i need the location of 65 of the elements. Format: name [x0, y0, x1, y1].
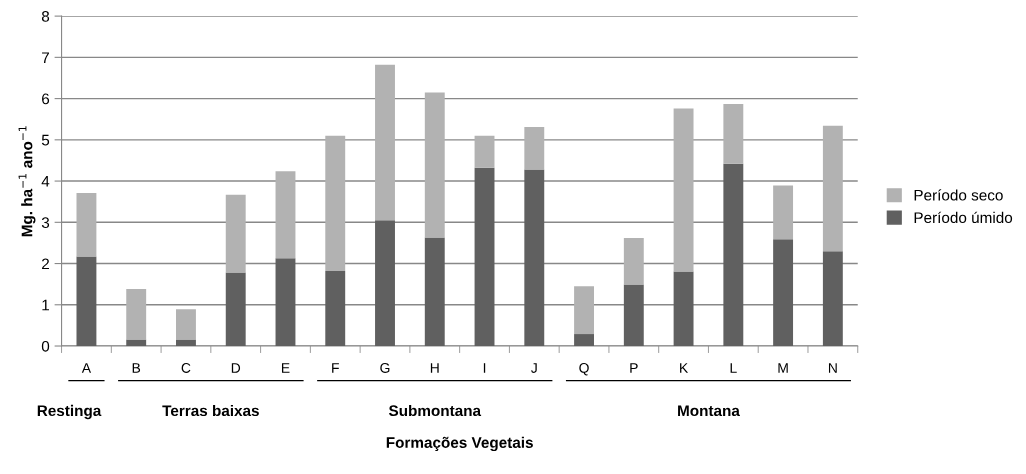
bar	[673, 271, 694, 347]
bar	[275, 258, 296, 347]
bar	[424, 92, 445, 238]
bar	[574, 286, 594, 335]
x-tick-label: A	[81, 363, 92, 373]
x-tick-label: E	[281, 363, 290, 373]
bar	[524, 127, 545, 170]
bar	[126, 289, 147, 340]
bar	[474, 167, 495, 347]
y-axis-title: Mg. ha$^{−1}$ ano$^{−1}$	[18, 126, 36, 237]
x-tick-label: P	[630, 363, 638, 373]
bar	[275, 171, 296, 259]
bar	[773, 185, 794, 240]
text: Restinga	[37, 404, 102, 420]
y-tick-label: 1	[42, 299, 50, 311]
bar	[375, 64, 395, 221]
bar	[325, 135, 346, 271]
legend-label: Período seco	[914, 189, 1003, 201]
x-tick-label: H	[430, 363, 439, 373]
bar	[673, 108, 694, 272]
x-tick-label: L	[730, 363, 737, 373]
y-tick-label: 6	[42, 93, 50, 105]
bar	[375, 220, 395, 347]
bar	[822, 125, 843, 252]
bar	[176, 339, 196, 347]
bar	[474, 135, 495, 168]
bar	[524, 169, 545, 347]
text: Montana	[678, 405, 740, 417]
y-tick-label: 4	[41, 176, 50, 187]
y-tick-label: 2	[42, 258, 49, 270]
x-tick-label: Q	[579, 363, 589, 376]
y-tick-label: 0	[41, 340, 50, 352]
x-tick-label: J	[531, 363, 537, 373]
bar	[574, 334, 594, 347]
x-tick-label: G	[380, 363, 390, 373]
x-tick-label: C	[181, 363, 191, 373]
text: Terras baixas	[162, 404, 259, 417]
bar	[723, 163, 744, 347]
bar	[723, 103, 744, 164]
bar	[822, 251, 843, 347]
bar	[76, 256, 97, 347]
x-tick-label: K	[680, 363, 689, 373]
x-tick-label: D	[231, 363, 241, 373]
y-tick-label: 3	[41, 217, 50, 228]
x-tick-label: B	[132, 363, 141, 373]
x-tick-label: I	[483, 363, 486, 373]
x-axis-title: Formações Vegetais	[386, 436, 533, 452]
y-tick-label: 7	[42, 52, 49, 63]
bar	[623, 237, 644, 285]
bar	[225, 194, 246, 273]
bar	[225, 272, 246, 347]
bar	[773, 239, 794, 347]
bar	[424, 237, 445, 347]
text: Submontana	[388, 404, 482, 417]
bar	[126, 339, 147, 347]
y-tick-label: 5	[41, 134, 50, 146]
bar	[325, 270, 346, 347]
x-tick-label: N	[828, 363, 837, 373]
x-tick-label: M	[778, 363, 788, 373]
bar	[623, 284, 644, 347]
x-tick-label: F	[332, 363, 339, 373]
legend-label: Período úmido	[914, 211, 1013, 224]
bar	[76, 193, 97, 257]
bar	[176, 309, 196, 340]
y-tick-label: 8	[41, 10, 50, 22]
